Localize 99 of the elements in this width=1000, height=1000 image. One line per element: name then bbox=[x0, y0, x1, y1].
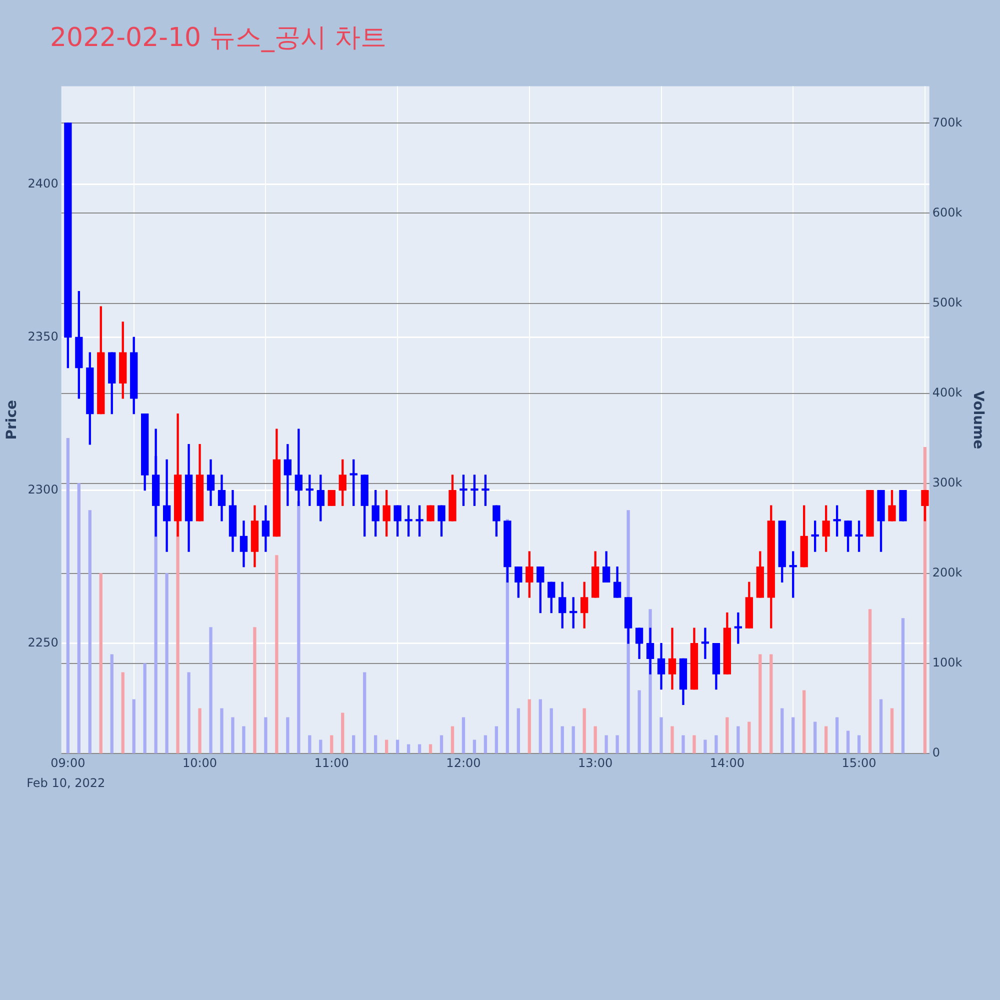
bar bbox=[110, 654, 114, 754]
bar bbox=[550, 708, 553, 754]
bar bbox=[792, 717, 795, 754]
candlestick bbox=[328, 490, 336, 506]
bar bbox=[770, 654, 773, 754]
y2-tick-label: 200k bbox=[932, 566, 962, 580]
bar bbox=[341, 712, 344, 754]
bar bbox=[319, 740, 322, 754]
bar bbox=[275, 555, 278, 754]
bar bbox=[99, 573, 102, 754]
bar bbox=[604, 735, 608, 754]
bar bbox=[396, 740, 400, 754]
y-tick-label: 2400 bbox=[28, 176, 58, 190]
bar bbox=[682, 735, 685, 754]
bar bbox=[187, 672, 190, 754]
bar bbox=[616, 735, 619, 754]
bar bbox=[462, 717, 466, 754]
bar bbox=[330, 735, 334, 754]
candlestick bbox=[416, 505, 424, 537]
bar bbox=[308, 735, 312, 754]
chart-title: 2022-02-10 뉴스_공시 차트 bbox=[50, 22, 388, 55]
y2-axis-title: Volume bbox=[970, 390, 986, 450]
y2-tick-label: 700k bbox=[932, 115, 962, 130]
y2-tick-label: 600k bbox=[932, 205, 962, 220]
bar bbox=[66, 438, 70, 754]
bar bbox=[406, 744, 410, 754]
bar bbox=[132, 699, 136, 754]
x-tick-label: 10:00 bbox=[182, 756, 218, 770]
y2-tick-label: 500k bbox=[932, 295, 962, 310]
bar bbox=[363, 672, 366, 754]
y-tick-label: 2350 bbox=[28, 329, 58, 344]
bar bbox=[88, 510, 92, 754]
y-tick-label: 2250 bbox=[28, 636, 58, 650]
x-tick-label: 11:00 bbox=[314, 756, 349, 770]
y2-tick-label: 100k bbox=[932, 656, 962, 670]
bar bbox=[528, 699, 531, 754]
y-tick-label: 2300 bbox=[28, 482, 58, 496]
candlestick bbox=[404, 505, 412, 537]
x-tick-label: 15:00 bbox=[842, 756, 876, 770]
bar bbox=[264, 717, 268, 754]
bar bbox=[879, 699, 883, 754]
bar bbox=[121, 672, 124, 754]
bar bbox=[253, 627, 256, 754]
bar bbox=[846, 730, 850, 754]
bar bbox=[748, 722, 751, 754]
bar bbox=[638, 690, 641, 754]
bar bbox=[594, 726, 597, 754]
bar bbox=[901, 618, 905, 754]
bar bbox=[198, 708, 202, 754]
bar bbox=[418, 744, 422, 754]
bar bbox=[494, 726, 498, 754]
bar bbox=[143, 663, 146, 754]
bar bbox=[516, 708, 520, 754]
y2-tick-label: 300k bbox=[932, 476, 962, 490]
bar bbox=[582, 708, 586, 754]
bar bbox=[428, 744, 432, 754]
candlestick bbox=[833, 505, 841, 537]
bar bbox=[868, 609, 872, 754]
bar bbox=[440, 735, 444, 754]
bar bbox=[813, 722, 817, 754]
y2-tick-label: 400k bbox=[932, 385, 962, 400]
bar bbox=[835, 717, 839, 754]
bar bbox=[165, 573, 168, 754]
bar bbox=[572, 726, 575, 754]
bar bbox=[286, 717, 290, 754]
bar bbox=[374, 735, 378, 754]
bar bbox=[660, 717, 663, 754]
bar bbox=[352, 735, 356, 754]
bar bbox=[726, 717, 729, 754]
text: Feb 10, 2022 bbox=[26, 776, 106, 790]
y2-tick-label: 0 bbox=[932, 746, 940, 760]
bar bbox=[242, 726, 246, 754]
bar bbox=[450, 726, 454, 754]
bar bbox=[890, 708, 894, 754]
candlestick bbox=[426, 505, 434, 522]
bar bbox=[780, 708, 784, 754]
bar bbox=[704, 740, 707, 754]
bar bbox=[220, 708, 224, 754]
x-tick-label: 09:00 bbox=[50, 756, 86, 770]
bar bbox=[484, 735, 488, 754]
bar bbox=[670, 726, 674, 754]
bar bbox=[209, 627, 212, 754]
x-tick-label: 13:00 bbox=[578, 756, 613, 770]
bar bbox=[77, 483, 80, 754]
bar bbox=[802, 690, 806, 754]
bar bbox=[758, 654, 762, 754]
bar bbox=[857, 735, 861, 754]
bar bbox=[714, 735, 718, 754]
bar bbox=[384, 740, 388, 754]
bar bbox=[824, 726, 828, 754]
bar bbox=[231, 717, 234, 754]
bar bbox=[692, 735, 696, 754]
bar bbox=[472, 740, 476, 754]
x-tick-label: 14:00 bbox=[710, 756, 744, 770]
bar bbox=[560, 726, 564, 754]
bar bbox=[538, 699, 542, 754]
x-tick-label: 12:00 bbox=[446, 756, 481, 770]
bar bbox=[736, 726, 740, 754]
y-axis-title: Price bbox=[4, 400, 20, 440]
